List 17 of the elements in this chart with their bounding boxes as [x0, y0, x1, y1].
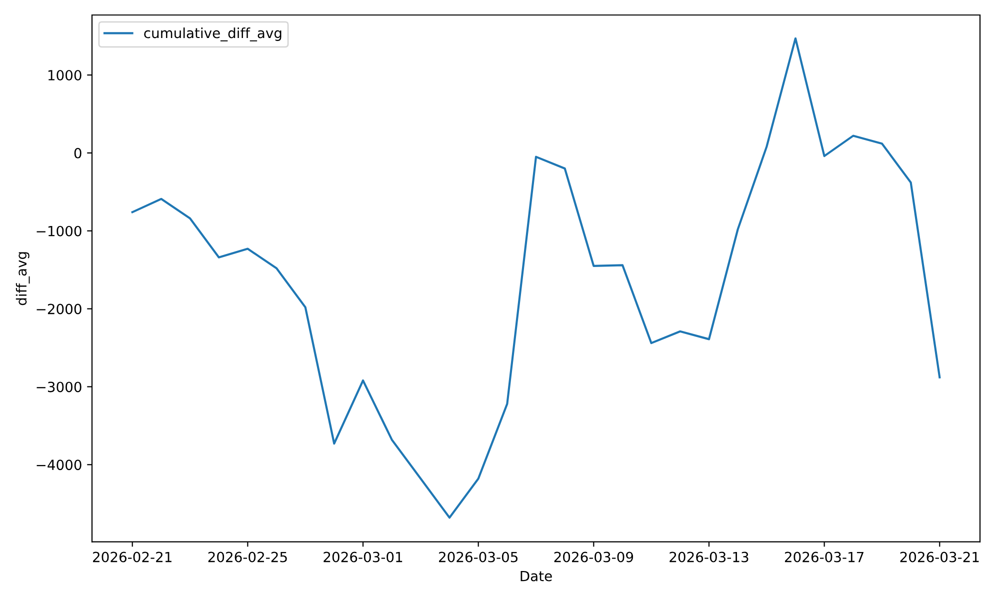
y-axis-title: diff_avg: [16, 252, 30, 306]
x-axis-title: Date: [520, 570, 552, 582]
x-tick-label: 2026-03-21: [900, 552, 979, 562]
y-tick-label: −4000: [36, 460, 82, 470]
x-tick-label: 2026-03-09: [554, 552, 634, 562]
y-tick-label: −2000: [36, 304, 82, 314]
y-tick-label: −3000: [36, 382, 82, 392]
x-tick-label: 2026-02-21: [93, 552, 172, 562]
legend-label: cumulative_diff_avg: [144, 28, 282, 42]
x-tick-label: 2026-03-17: [784, 552, 864, 562]
y-tick-label: −1000: [36, 226, 82, 236]
x-tick-label: 2026-02-25: [208, 552, 287, 562]
x-tick-label: 2026-03-01: [324, 552, 402, 562]
x-tick-label: 2026-03-13: [670, 552, 748, 562]
x-tick-label: 2026-03-05: [438, 552, 518, 562]
y-tick-label: 1000: [48, 70, 82, 80]
y-tick-label: 0: [74, 148, 82, 158]
